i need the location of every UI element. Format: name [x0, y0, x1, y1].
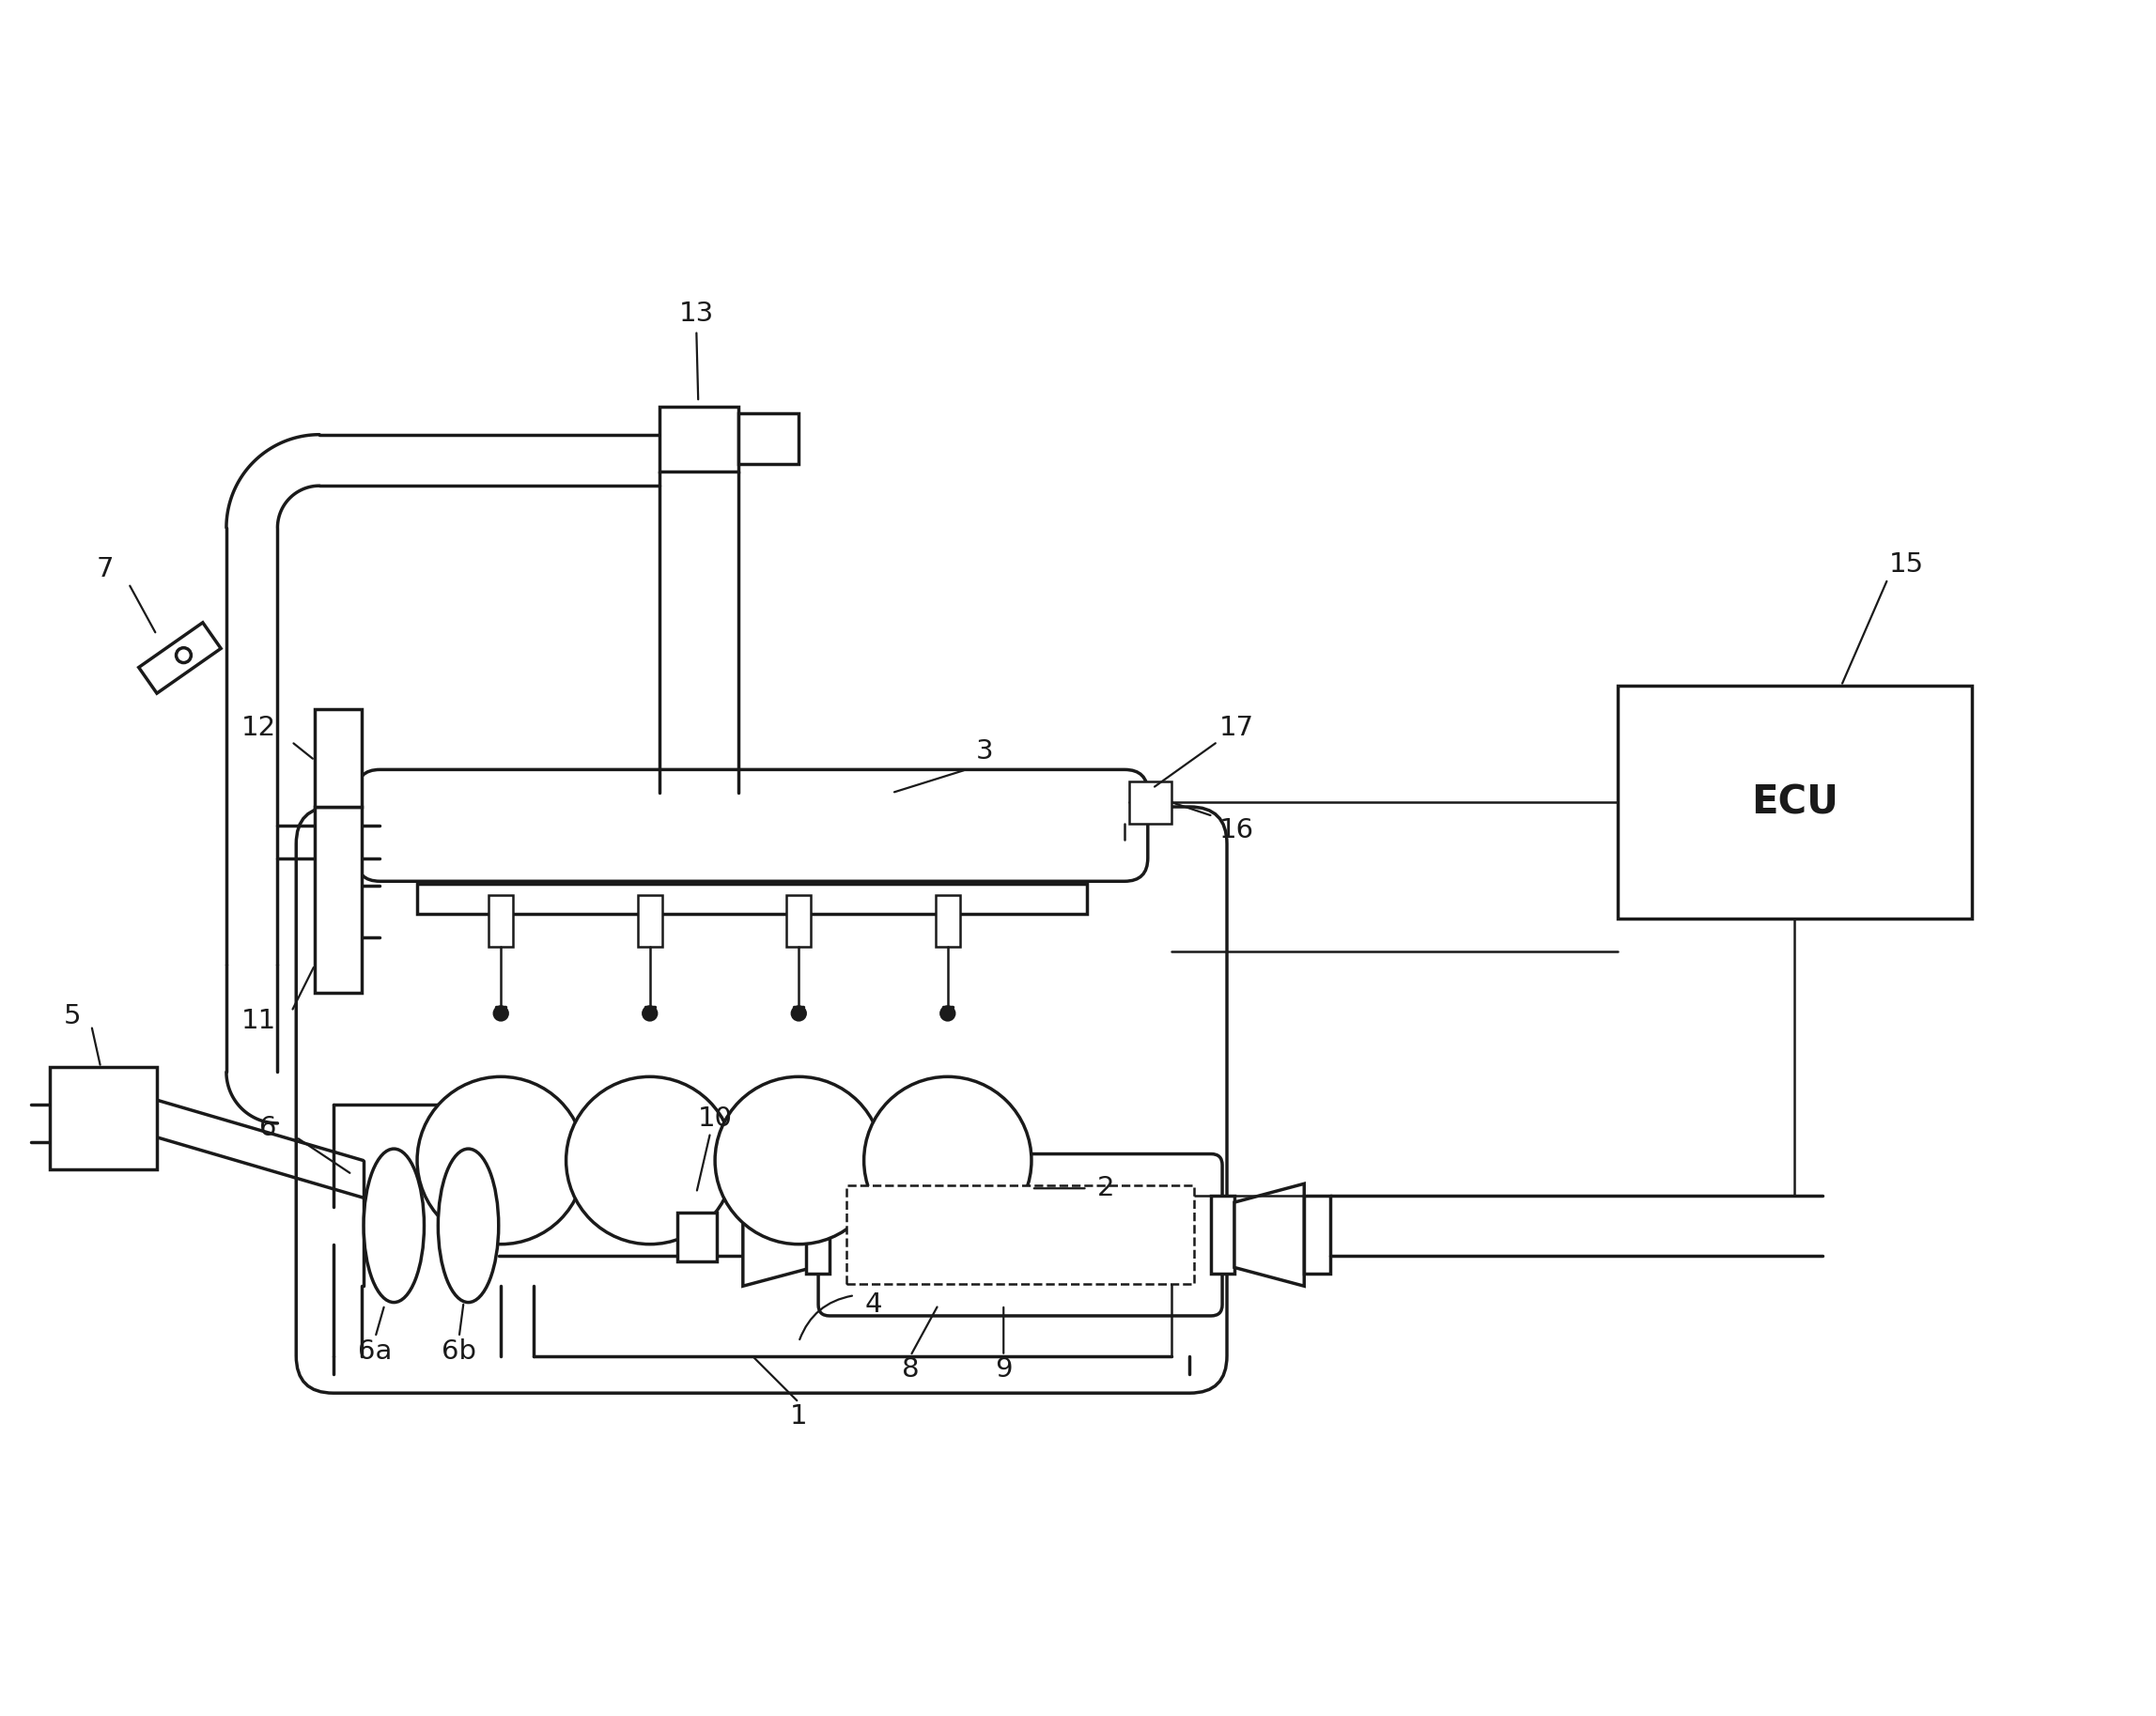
Text: 10: 10 [699, 1105, 733, 1133]
Circle shape [791, 1007, 806, 1019]
Bar [737, 414, 798, 465]
Text: 1: 1 [789, 1404, 808, 1429]
Text: 5: 5 [65, 1004, 82, 1030]
Circle shape [942, 1007, 955, 1019]
Text: 6: 6 [259, 1115, 276, 1141]
FancyBboxPatch shape [356, 769, 1147, 882]
Bar [1212, 1196, 1235, 1273]
Bar [638, 896, 662, 947]
Text: 15: 15 [1889, 553, 1923, 578]
Text: ECU: ECU [1751, 782, 1839, 822]
Text: 17: 17 [1218, 714, 1253, 741]
Bar [806, 1196, 830, 1273]
Ellipse shape [438, 1148, 498, 1302]
Ellipse shape [364, 1148, 425, 1302]
Bar [1617, 686, 1971, 918]
Circle shape [642, 1007, 655, 1019]
Polygon shape [744, 1184, 813, 1285]
Text: 6a: 6a [358, 1338, 392, 1364]
Bar [677, 1213, 716, 1261]
Circle shape [567, 1076, 733, 1244]
Text: 8: 8 [901, 1357, 918, 1383]
Polygon shape [1235, 1184, 1304, 1285]
Bar [1304, 1196, 1330, 1273]
Bar [489, 896, 513, 947]
Bar [315, 709, 362, 807]
Circle shape [865, 1076, 1031, 1244]
Bar [847, 1186, 1194, 1284]
Text: 12: 12 [241, 714, 276, 741]
Text: 6b: 6b [442, 1338, 476, 1364]
Circle shape [416, 1076, 584, 1244]
Text: 13: 13 [679, 300, 714, 326]
Text: 2: 2 [1097, 1175, 1115, 1201]
Bar [787, 896, 811, 947]
Circle shape [177, 649, 192, 662]
Bar [1130, 782, 1171, 824]
Circle shape [716, 1076, 882, 1244]
Text: 4: 4 [865, 1292, 882, 1318]
Text: 7: 7 [97, 556, 114, 583]
Circle shape [494, 1007, 507, 1019]
Bar [936, 896, 959, 947]
Text: 16: 16 [1218, 817, 1253, 843]
Text: 9: 9 [994, 1357, 1011, 1383]
Bar [416, 884, 1087, 915]
FancyBboxPatch shape [819, 1153, 1222, 1316]
FancyBboxPatch shape [295, 807, 1227, 1393]
Bar [50, 1067, 157, 1170]
Text: 3: 3 [977, 738, 994, 764]
Polygon shape [138, 623, 220, 693]
Bar [315, 807, 362, 994]
Text: 11: 11 [241, 1007, 276, 1035]
Bar [660, 407, 737, 472]
